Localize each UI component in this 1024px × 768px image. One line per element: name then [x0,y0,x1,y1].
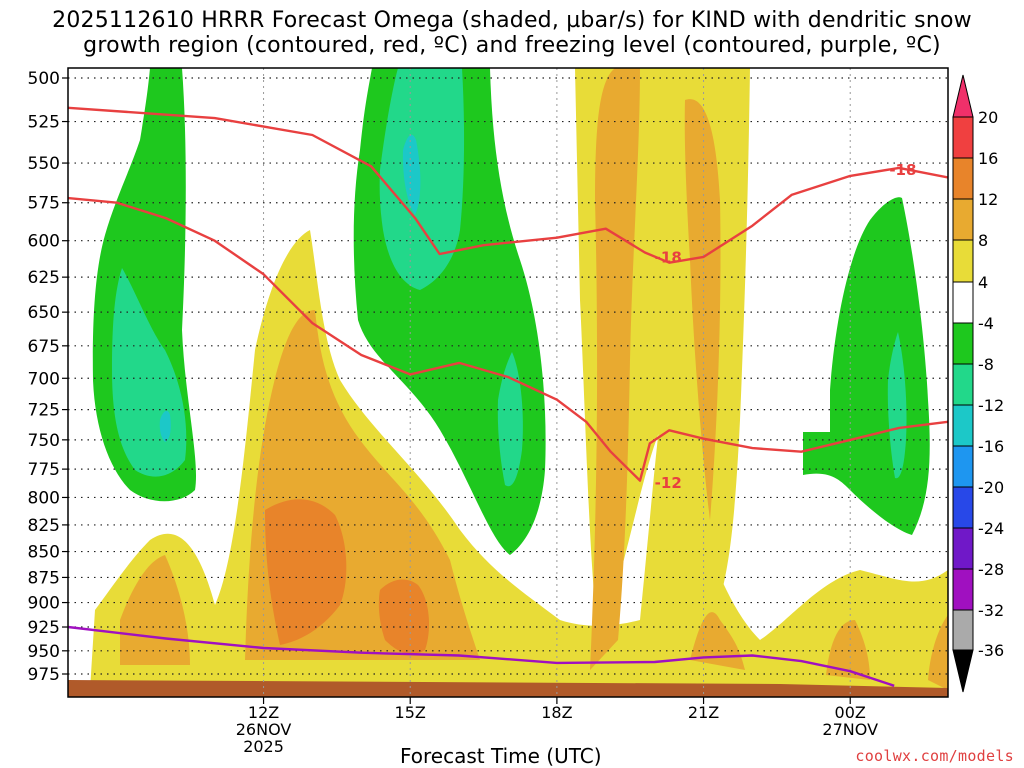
colorbar-swatch-2 [952,198,974,241]
y-tick-label-800: 800 [28,488,60,508]
colorbar-label-12: -32 [978,601,1004,620]
colorbar-swatch-5 [952,322,974,365]
colorbar-swatch-4 [952,281,974,324]
y-tick-label-775: 775 [28,460,60,480]
y-tick-label-900: 900 [28,594,60,614]
y-tick-label-625: 625 [28,268,60,288]
y-tick-label-825: 825 [28,516,60,536]
colorbar-swatch-11 [952,568,974,611]
colorbar-label-5: -4 [978,314,994,333]
x-tick-label-12Z-0: 12Z [248,703,279,722]
colorbar-label-10: -24 [978,519,1004,538]
colorbar-label-7: -12 [978,396,1004,415]
colorbar-swatch-9 [952,486,974,529]
y-tick-label-575: 575 [28,194,60,214]
colorbar-label-4: 4 [978,273,988,292]
colorbar-top-arrow [952,74,974,118]
y-tick-label-675: 675 [28,337,60,357]
plot-frame [67,67,949,698]
x-tick-label-00Z-0: 00Z [835,703,866,722]
colorbar-label-1: 16 [978,149,998,168]
x-axis-title: Forecast Time (UTC) [400,744,602,768]
contour-line-2 [68,625,895,687]
y-tick-label-525: 525 [28,113,60,133]
x-tick-label-18Z-0: 18Z [541,703,572,722]
x-tick-label-12Z-2: 2025 [243,737,284,756]
colorbar-swatch-12 [952,609,974,651]
y-tick-label-500: 500 [28,69,60,89]
y-tick-label-750: 750 [28,431,60,451]
x-tick-label-12Z-1: 26NOV [236,720,292,739]
y-tick-label-650: 650 [28,303,60,323]
y-tick-label-950: 950 [28,642,60,662]
chart-title-line2: growth region (contoured, red, ºC) and f… [83,33,941,58]
chart-title-line1: 2025112610 HRRR Forecast Omega (shaded, … [52,8,972,33]
contour-line-1 [68,196,948,482]
y-tick-label-875: 875 [28,568,60,588]
colorbar-swatch-10 [952,527,974,570]
contour-label-0: -18 [889,161,916,179]
colorbar-label-13: -36 [978,641,1004,660]
colorbar-label-2: 12 [978,190,998,209]
x-tick-label-15Z-0: 15Z [395,703,426,722]
contour-line-0 [68,106,948,264]
colorbar-label-0: 20 [978,108,998,127]
colorbar-swatch-1 [952,157,974,200]
y-tick-label-925: 925 [28,618,60,638]
colorbar-swatch-7 [952,404,974,447]
colorbar-bottom-arrow [952,649,974,693]
contour-labels: -18 -18 -12 [655,161,917,492]
y-tick-label-700: 700 [28,369,60,389]
y-tick-label-725: 725 [28,401,60,421]
x-tick-label-21Z-0: 21Z [688,703,719,722]
colorbar-label-11: -28 [978,560,1004,579]
colorbar-label-8: -16 [978,437,1004,456]
contour-label-1: -18 [655,248,682,266]
contour-label-2: -12 [655,474,682,492]
colorbar: 20 16 12 8 4 -4 -8 -12 -16 -20 -24 -28 -32 -36 [952,74,1004,693]
y-tick-label-975: 975 [28,665,60,685]
x-tick-label-00Z-1: 27NOV [822,720,878,739]
temperature-contours [68,106,948,687]
plot-area [68,68,948,697]
colorbar-swatch-8 [952,445,974,488]
y-tick-label-850: 850 [28,543,60,563]
y-tick-label-550: 550 [28,154,60,174]
colorbar-swatch-3 [952,239,974,283]
colorbar-swatch-0 [952,116,974,159]
colorbar-label-3: 8 [978,231,988,250]
colorbar-label-9: -20 [978,478,1004,497]
colorbar-label-6: -8 [978,355,994,374]
colorbar-swatch-6 [952,363,974,406]
y-axis: 500 525 550 575 600 625 650 675 700 725 750 775 800 8… [28,69,68,685]
ground-terrain [68,680,948,697]
credit-link[interactable]: coolwx.com/models [855,747,1014,765]
y-tick-label-600: 600 [28,232,60,252]
